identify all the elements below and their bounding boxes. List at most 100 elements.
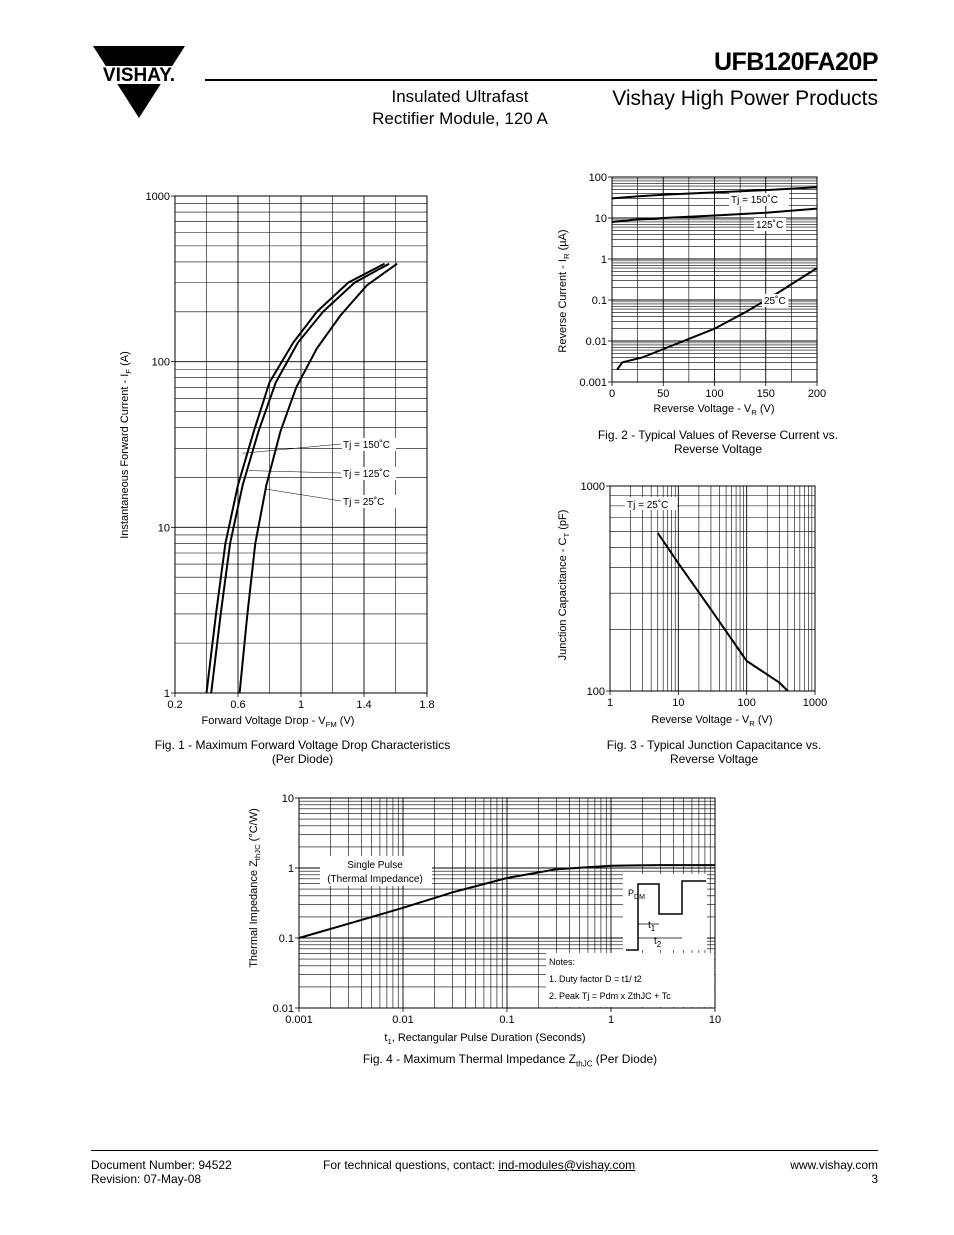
fig4-y-axis-label: Thermal Impedance ZthJC (°C/W) [248, 808, 262, 968]
fig4-caption: Fig. 4 - Maximum Thermal Impedance ZthJC… [300, 1052, 720, 1071]
x-tick-label: 1.4 [356, 699, 371, 711]
fig1-x-axis-label: Forward Voltage Drop - VFM (V) [202, 715, 355, 729]
x-tick-label: 0.1 [499, 1014, 514, 1026]
y-tick-label: 0.01 [273, 1003, 294, 1015]
product-subtitle: Insulated Ultrafast Rectifier Module, 12… [340, 86, 580, 130]
footer-left: Document Number: 94522 Revision: 07-May-… [91, 1158, 232, 1186]
label-bg [342, 438, 396, 451]
footer-right: www.vishay.com 3 [790, 1158, 878, 1186]
x-tick-label: 0.01 [392, 1014, 413, 1026]
fig2-chart: 0 50 100 150 200 0.001 0.01 0.1 1 10 100 Reverse Vo… [557, 172, 826, 417]
series-line [238, 262, 398, 694]
header-rule [205, 79, 877, 81]
website[interactable]: www.vishay.com [790, 1158, 878, 1172]
y-tick-label: 1000 [146, 191, 170, 203]
fig2-caption-line1: Fig. 2 - Typical Values of Reverse Curre… [597, 428, 839, 442]
subtitle-line1: Insulated Ultrafast [391, 87, 529, 106]
series-label: Tj = 25˚C [627, 499, 668, 511]
x-tick-label: 10 [672, 697, 684, 709]
t1-label: t1 [648, 920, 656, 933]
series-leader [242, 443, 342, 454]
x-tick-label: 100 [737, 697, 755, 709]
y-tick-label: 0.001 [579, 377, 607, 389]
fig1-caption-line1: Fig. 1 - Maximum Forward Voltage Drop Ch… [154, 738, 451, 752]
part-number: UFB120FA20P [713, 48, 879, 76]
fig3-caption: Fig. 3 - Typical Junction Capacitance vs… [578, 738, 850, 766]
label-bg [320, 856, 432, 886]
fig1-caption-line2: (Per Diode) [271, 752, 334, 766]
y-tick-label: 10 [158, 522, 170, 534]
series-line [205, 262, 385, 694]
y-tick-label: 0.01 [586, 336, 607, 348]
fig1-y-axis-label: Instantaneous Forward Current - IF (A) [119, 351, 133, 539]
label-bg [342, 495, 396, 508]
x-tick-label: 0 [609, 388, 615, 400]
division-name: Vishay High Power Products [612, 87, 878, 110]
y-tick-label: 0.1 [592, 295, 607, 307]
x-tick-label: 1 [608, 1014, 614, 1026]
y-tick-label: 10 [282, 793, 294, 805]
series-label: 125˚C [756, 219, 783, 231]
y-tick-label: 1 [288, 863, 294, 875]
series-line [611, 186, 818, 200]
brand-text: VISHAY. [103, 65, 175, 86]
series-label: Tj = 150˚C [343, 439, 390, 451]
series-line [656, 532, 789, 692]
fig2-x-axis-label: Reverse Voltage - VR (V) [653, 403, 774, 417]
y-tick-label: 100 [587, 686, 605, 698]
label-bg [762, 294, 789, 307]
fig3-x-axis-label: Reverse Voltage - VR (V) [651, 714, 772, 728]
y-tick-label: 1 [601, 254, 607, 266]
fig4-caption-sub: thJC [576, 1059, 593, 1069]
notes-title: Notes: [549, 957, 575, 967]
label-bg [754, 218, 786, 231]
fig3-chart: 1 10 100 1000 100 1000 Reverse Voltage - VR (V… [557, 481, 827, 728]
label-bg [729, 193, 789, 206]
contact-prefix: For technical questions, contact: [323, 1158, 499, 1172]
fig1-chart: 0.2 0.6 1 1.4 1.8 1 10 100 1000 Forward Voltage D… [119, 191, 435, 729]
y-tick-label: 1000 [581, 481, 605, 493]
series-label: Tj = 150˚C [731, 194, 778, 206]
footer-rule [91, 1150, 878, 1151]
series-line [298, 864, 715, 939]
series-label: Tj = 125˚C [343, 468, 390, 480]
x-tick-label: 150 [757, 388, 775, 400]
notes-bg [546, 953, 714, 1007]
fig4-caption-end: (Per Diode) [592, 1052, 658, 1066]
fig3-y-axis-label: Junction Capacitance - CT (pF) [557, 510, 571, 661]
fig3-caption-line2: Reverse Voltage [669, 752, 759, 766]
doc-number: Document Number: 94522 [91, 1158, 232, 1172]
pulse-waveform [626, 880, 706, 951]
series-label: Tj = 25˚C [343, 496, 384, 508]
page-number: 3 [871, 1172, 878, 1186]
revision: Revision: 07-May-08 [91, 1172, 202, 1186]
note-1: 1. Duty factor D = t1/ t2 [549, 974, 642, 984]
footer-contact: For technical questions, contact: ind-mo… [323, 1158, 635, 1172]
x-tick-label: 50 [657, 388, 669, 400]
single-pulse-label-2: (Thermal Impedance) [327, 874, 423, 885]
x-tick-label: 1 [607, 697, 613, 709]
pulse-inset-bg [623, 874, 707, 950]
series-line [210, 262, 390, 694]
series-leader [266, 488, 342, 502]
series-line [611, 207, 818, 223]
series-leader [249, 470, 342, 474]
note-2: 2. Peak Tj = Pdm x ZthJC + Tc [549, 991, 671, 1001]
x-tick-label: 1 [298, 699, 304, 711]
contact-email-link[interactable]: ind-modules@vishay.com [498, 1158, 636, 1172]
single-pulse-label: Single Pulse [347, 860, 403, 871]
fig4-x-axis-label: t1, Rectangular Pulse Duration (Seconds) [384, 1032, 585, 1046]
x-tick-label: 1000 [803, 697, 827, 709]
x-tick-label: 0.6 [230, 699, 245, 711]
series-line [616, 267, 818, 371]
y-tick-label: 100 [152, 357, 170, 369]
plot-frame [609, 485, 816, 692]
fig4-caption-main: Fig. 4 - Maximum Thermal Impedance Z [362, 1052, 577, 1066]
t2-label: t2 [654, 936, 662, 949]
y-tick-label: 100 [589, 172, 607, 184]
series-label: 25˚C [764, 295, 786, 307]
fig2-caption: Fig. 2 - Typical Values of Reverse Curre… [578, 428, 858, 456]
vishay-logo: VISHAY. [91, 46, 187, 118]
fig3-caption-line1: Fig. 3 - Typical Junction Capacitance vs… [606, 738, 822, 752]
